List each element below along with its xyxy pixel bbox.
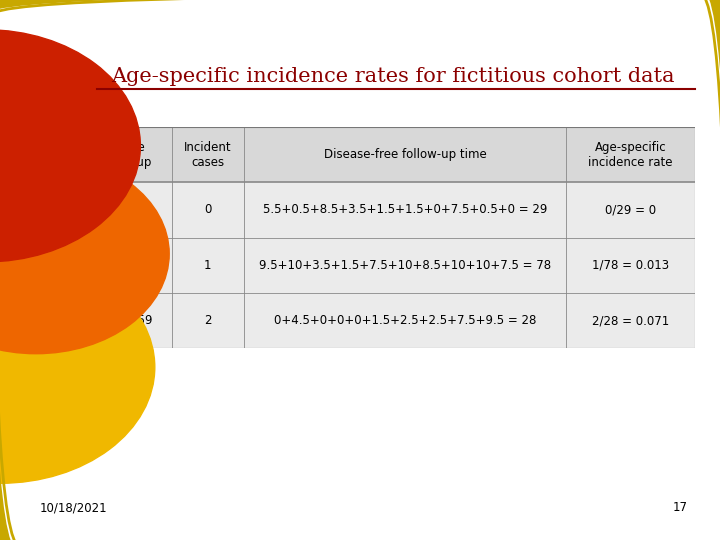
Text: 0: 0: [204, 204, 212, 217]
Text: 0+4.5+0+0+0+1.5+2.5+2.5+7.5+9.5 = 28: 0+4.5+0+0+0+1.5+2.5+2.5+7.5+9.5 = 28: [274, 314, 536, 327]
Bar: [97, 183, 695, 238]
Text: 50–59: 50–59: [117, 314, 153, 327]
Bar: [97, 238, 695, 293]
Bar: [97, 127, 695, 183]
Text: 10/18/2021: 10/18/2021: [40, 501, 107, 514]
Text: 5.5+0.5+8.5+3.5+1.5+1.5+0+7.5+0.5+0 = 29: 5.5+0.5+8.5+3.5+1.5+1.5+0+7.5+0.5+0 = 29: [263, 204, 547, 217]
Text: 1/78 = 0.013: 1/78 = 0.013: [592, 259, 669, 272]
Text: Age
group: Age group: [117, 140, 152, 168]
Text: Incident
cases: Incident cases: [184, 140, 232, 168]
Text: 17: 17: [672, 501, 688, 514]
Text: 40–49: 40–49: [117, 259, 153, 272]
Text: Disease-free follow-up time: Disease-free follow-up time: [323, 148, 486, 161]
Bar: [97, 293, 695, 348]
Text: 30–39: 30–39: [117, 204, 153, 217]
Text: 9.5+10+3.5+1.5+7.5+10+8.5+10+10+7.5 = 78: 9.5+10+3.5+1.5+7.5+10+8.5+10+10+7.5 = 78: [259, 259, 551, 272]
Text: 1: 1: [204, 259, 212, 272]
Text: 2/28 = 0.071: 2/28 = 0.071: [592, 314, 669, 327]
Text: 0/29 = 0: 0/29 = 0: [605, 204, 656, 217]
Text: Age-specific incidence rates for fictitious cohort data: Age-specific incidence rates for fictiti…: [112, 68, 675, 86]
Text: 2: 2: [204, 314, 212, 327]
Text: Age-specific
incidence rate: Age-specific incidence rate: [588, 140, 672, 168]
